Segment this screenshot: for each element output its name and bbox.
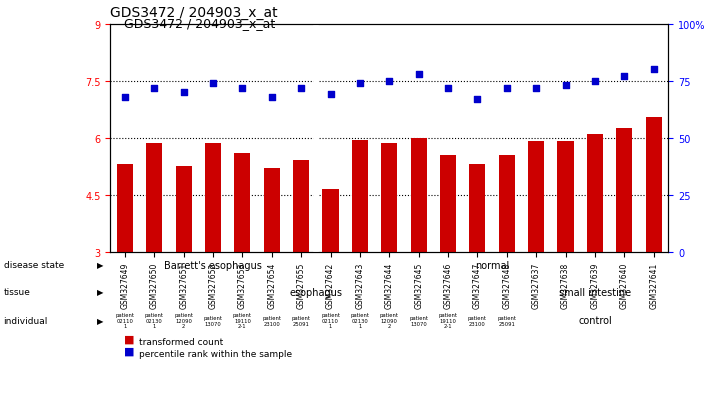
Text: small intestine: small intestine: [559, 287, 631, 297]
Point: [178, 90, 189, 96]
Text: patient
25091: patient 25091: [292, 315, 311, 326]
Text: tissue: tissue: [4, 288, 31, 297]
Bar: [646, 118, 662, 366]
Text: patient
13070: patient 13070: [409, 315, 428, 326]
Point: [266, 94, 277, 101]
Text: patient
02110
1: patient 02110 1: [321, 312, 340, 329]
Text: esophagus: esophagus: [289, 287, 342, 297]
Text: patient
02110
1: patient 02110 1: [115, 312, 134, 329]
Point: [325, 92, 336, 99]
Text: ▶: ▶: [97, 288, 103, 297]
Text: patient
12090
2: patient 12090 2: [174, 312, 193, 329]
Point: [471, 97, 483, 103]
Bar: [498, 155, 515, 366]
Point: [589, 78, 601, 85]
Text: control: control: [578, 316, 611, 325]
Point: [119, 94, 131, 101]
Point: [413, 71, 424, 78]
Text: patient
13070: patient 13070: [203, 315, 223, 326]
Text: patient
19110
2-1: patient 19110 2-1: [439, 312, 457, 329]
Text: normal: normal: [475, 260, 509, 271]
Bar: [235, 154, 250, 366]
Text: ▶: ▶: [97, 261, 103, 270]
Point: [530, 85, 542, 92]
Bar: [616, 129, 632, 366]
Text: percentile rank within the sample: percentile rank within the sample: [139, 349, 292, 358]
Text: GDS3472 / 204903_x_at: GDS3472 / 204903_x_at: [124, 17, 276, 29]
Point: [296, 85, 307, 92]
Bar: [528, 142, 544, 366]
Point: [501, 85, 513, 92]
Bar: [323, 190, 338, 366]
Point: [149, 85, 160, 92]
Text: patient
02130
1: patient 02130 1: [145, 312, 164, 329]
Bar: [440, 155, 456, 366]
Bar: [381, 144, 397, 366]
Text: individual: individual: [4, 316, 48, 325]
Bar: [264, 169, 280, 366]
Bar: [293, 161, 309, 366]
Bar: [176, 167, 192, 366]
Bar: [587, 135, 603, 366]
Text: patient
25091: patient 25091: [497, 315, 516, 326]
Point: [560, 83, 571, 90]
Text: transformed count: transformed count: [139, 337, 223, 346]
Text: ■: ■: [124, 333, 135, 343]
Bar: [146, 144, 162, 366]
Text: patient
12090
2: patient 12090 2: [380, 312, 399, 329]
Text: GDS3472 / 204903_x_at: GDS3472 / 204903_x_at: [110, 6, 278, 19]
Text: ▶: ▶: [97, 316, 103, 325]
Bar: [205, 144, 221, 366]
Bar: [557, 142, 574, 366]
Bar: [410, 138, 427, 366]
Point: [208, 81, 219, 87]
Text: Barrett's esophagus: Barrett's esophagus: [164, 260, 262, 271]
Text: patient
23100: patient 23100: [468, 315, 487, 326]
Bar: [117, 165, 133, 366]
Point: [354, 81, 365, 87]
Point: [442, 85, 454, 92]
Text: patient
23100: patient 23100: [262, 315, 282, 326]
Text: disease state: disease state: [4, 261, 64, 270]
Bar: [352, 140, 368, 366]
Text: patient
02130
1: patient 02130 1: [351, 312, 370, 329]
Bar: [469, 165, 486, 366]
Point: [619, 74, 630, 81]
Point: [648, 67, 659, 74]
Text: patient
19110
2-1: patient 19110 2-1: [233, 312, 252, 329]
Text: ■: ■: [124, 346, 135, 356]
Point: [237, 85, 248, 92]
Point: [383, 78, 395, 85]
